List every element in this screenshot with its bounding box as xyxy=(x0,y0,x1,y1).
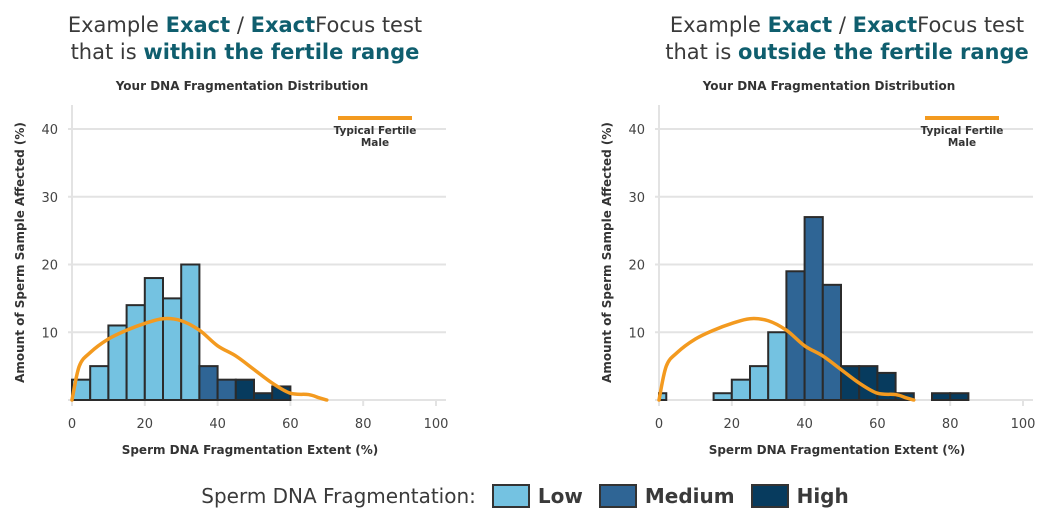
curve-legend-line: Male xyxy=(361,137,389,149)
x-tick-label: 20 xyxy=(724,417,741,432)
x-tick-label: 40 xyxy=(209,417,226,432)
legend-swatch-high xyxy=(750,484,789,508)
heading-bold: Exact xyxy=(767,13,833,37)
x-axis-label: Sperm DNA Fragmentation Extent (%) xyxy=(709,443,966,457)
y-tick-label: 20 xyxy=(628,259,645,274)
heading-bold: Exact xyxy=(165,13,231,37)
histogram-bar-low xyxy=(712,392,733,402)
curve-legend-swatch xyxy=(338,116,412,120)
histogram-bar-medium xyxy=(803,216,824,401)
histogram-bar-low xyxy=(180,263,201,401)
heading-text: / xyxy=(230,13,251,37)
histogram-bar-low xyxy=(89,365,110,401)
histogram-bar-high xyxy=(931,392,952,402)
curve-legend-swatch xyxy=(925,116,999,120)
x-tick-label: 60 xyxy=(282,417,299,432)
legend: Sperm DNA Fragmentation: Low Medium High xyxy=(0,484,1050,508)
heading-bold: Exact xyxy=(852,13,918,37)
histogram-bar-medium xyxy=(821,283,842,402)
legend-item-high: High xyxy=(796,484,849,508)
histogram-bar-low xyxy=(767,331,788,401)
y-tick-label: 20 xyxy=(41,259,58,274)
heading-text: that is xyxy=(665,40,739,64)
histogram-bar-high xyxy=(234,378,256,401)
legend-swatch-medium xyxy=(598,484,637,508)
x-tick-label: 40 xyxy=(796,417,813,432)
y-axis-label: Amount of Sperm Sample Affected (%) xyxy=(13,122,27,383)
x-tick-label: 20 xyxy=(137,417,154,432)
histogram-bar-high xyxy=(949,392,970,402)
legend-item-medium: Medium xyxy=(644,484,735,508)
chart-title: Your DNA Fragmentation Distribution xyxy=(702,79,956,93)
heading-text: Example xyxy=(669,13,768,37)
y-tick-label: 30 xyxy=(628,191,645,206)
legend-item-low: Low xyxy=(537,484,583,508)
curve-legend-line: Male xyxy=(948,137,976,149)
typical-fertile-curve xyxy=(657,316,916,402)
y-axis-label: Amount of Sperm Sample Affected (%) xyxy=(600,122,614,383)
legend-swatch-low xyxy=(491,484,530,508)
histogram-bar-medium xyxy=(216,378,237,401)
right-heading: Example Exact / ExactFocus test that is … xyxy=(612,12,1050,66)
heading-text: Focus test xyxy=(315,13,423,37)
curve-legend-line: Typical Fertile xyxy=(334,125,417,137)
x-tick-label: 0 xyxy=(655,417,663,432)
x-axis-label: Sperm DNA Fragmentation Extent (%) xyxy=(122,443,379,457)
heading-bold: outside the fertile range xyxy=(738,40,1029,64)
histogram-bar-high xyxy=(253,392,274,402)
curve-legend-label: Typical Fertile Male xyxy=(921,125,1004,149)
curve-legend-label: Typical Fertile Male xyxy=(334,125,417,149)
x-tick-label: 0 xyxy=(68,417,76,432)
legend-label: Sperm DNA Fragmentation: xyxy=(201,484,476,508)
curve-legend-line: Typical Fertile xyxy=(921,125,1004,137)
x-tick-label: 60 xyxy=(869,417,886,432)
x-tick-label: 100 xyxy=(1011,417,1036,432)
y-tick-label: 10 xyxy=(628,326,645,341)
heading-text: / xyxy=(832,13,853,37)
heading-text: Example xyxy=(67,13,166,37)
heading-bold: within the fertile range xyxy=(143,40,420,64)
left-heading: Example Exact / ExactFocus test that is … xyxy=(10,12,480,66)
histogram-bar-low xyxy=(730,378,751,401)
chart-title: Your DNA Fragmentation Distribution xyxy=(115,79,369,93)
histogram-bar-medium xyxy=(198,365,219,401)
histogram-bar-low xyxy=(162,297,183,401)
histogram-bar-low xyxy=(143,277,165,401)
heading-bold: Exact xyxy=(250,13,316,37)
y-tick-label: 40 xyxy=(41,123,58,138)
typical-fertile-curve xyxy=(70,316,329,402)
heading-text: that is xyxy=(70,40,144,64)
y-tick-label: 30 xyxy=(41,191,58,206)
histogram-bar-low xyxy=(125,304,146,401)
y-tick-label: 40 xyxy=(628,123,645,138)
histogram-bar-low xyxy=(749,365,770,401)
x-tick-label: 80 xyxy=(942,417,959,432)
heading-text: Focus test xyxy=(917,13,1025,37)
x-tick-label: 80 xyxy=(355,417,372,432)
x-tick-label: 100 xyxy=(424,417,449,432)
y-tick-label: 10 xyxy=(41,326,58,341)
